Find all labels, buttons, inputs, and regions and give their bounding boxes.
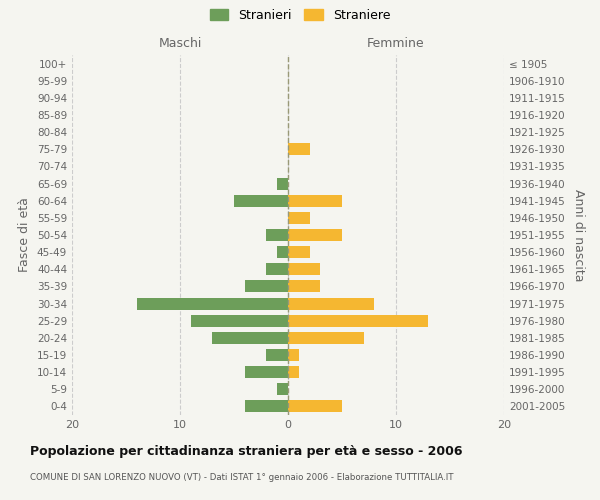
Bar (288, 194, 342, 206)
Bar (288, 144, 310, 156)
Bar (277, 384, 288, 396)
Bar (266, 264, 288, 276)
Bar (288, 264, 320, 276)
Text: Popolazione per cittadinanza straniera per età e sesso - 2006: Popolazione per cittadinanza straniera p… (30, 445, 463, 458)
Y-axis label: Fasce di età: Fasce di età (19, 198, 31, 272)
Legend: Stranieri, Straniere: Stranieri, Straniere (209, 8, 391, 22)
Bar (266, 349, 288, 361)
Y-axis label: Anni di nascita: Anni di nascita (572, 188, 585, 281)
Text: Maschi: Maschi (158, 37, 202, 50)
Bar (245, 366, 288, 378)
Bar (234, 194, 288, 206)
Bar (288, 246, 310, 258)
Bar (288, 298, 374, 310)
Bar (277, 246, 288, 258)
Bar (288, 229, 342, 241)
Text: Femmine: Femmine (367, 37, 425, 50)
Bar (191, 314, 288, 326)
Bar (288, 212, 310, 224)
Text: COMUNE DI SAN LORENZO NUOVO (VT) - Dati ISTAT 1° gennaio 2006 - Elaborazione TUT: COMUNE DI SAN LORENZO NUOVO (VT) - Dati … (30, 472, 454, 482)
Bar (245, 400, 288, 412)
Bar (288, 314, 428, 326)
Bar (288, 349, 299, 361)
Bar (212, 332, 288, 344)
Bar (266, 229, 288, 241)
Bar (288, 366, 299, 378)
Bar (288, 400, 342, 412)
Bar (137, 298, 288, 310)
Bar (277, 178, 288, 190)
Bar (245, 280, 288, 292)
Bar (288, 280, 320, 292)
Bar (288, 332, 364, 344)
